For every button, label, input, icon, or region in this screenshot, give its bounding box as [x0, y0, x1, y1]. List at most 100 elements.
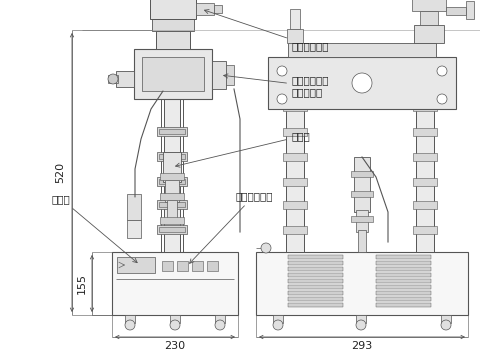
Circle shape: [277, 94, 287, 104]
Bar: [288, 273, 343, 277]
Bar: [159, 154, 185, 159]
Text: 操作スイッチ: 操作スイッチ: [190, 191, 273, 263]
Text: 520: 520: [55, 161, 65, 183]
Bar: [283, 153, 307, 161]
Bar: [160, 173, 184, 180]
Circle shape: [125, 320, 135, 330]
Bar: [196, 3, 214, 15]
Bar: [288, 297, 343, 301]
Bar: [288, 255, 343, 259]
Bar: [164, 94, 180, 252]
Bar: [273, 315, 283, 323]
Bar: [256, 252, 468, 315]
Bar: [356, 315, 366, 323]
Bar: [268, 57, 456, 109]
Bar: [354, 157, 370, 212]
Bar: [283, 201, 307, 209]
Bar: [150, 0, 196, 19]
Bar: [441, 315, 451, 323]
Circle shape: [277, 66, 287, 76]
Bar: [192, 261, 203, 271]
Bar: [376, 285, 431, 289]
Bar: [413, 178, 437, 186]
Bar: [127, 220, 141, 238]
Bar: [212, 61, 226, 89]
Bar: [288, 285, 343, 289]
Bar: [413, 78, 437, 86]
Bar: [159, 227, 185, 232]
Circle shape: [352, 73, 372, 93]
Bar: [283, 78, 307, 86]
Bar: [152, 19, 194, 31]
Bar: [161, 94, 183, 252]
Bar: [466, 1, 474, 19]
Bar: [414, 25, 444, 43]
Bar: [127, 194, 141, 220]
Bar: [159, 129, 185, 134]
Bar: [376, 255, 431, 259]
Bar: [288, 267, 343, 271]
Text: 155: 155: [77, 274, 87, 295]
Bar: [416, 57, 434, 252]
Circle shape: [108, 74, 118, 84]
Circle shape: [170, 320, 180, 330]
Bar: [288, 279, 343, 283]
Circle shape: [215, 320, 225, 330]
Bar: [165, 180, 179, 202]
Bar: [157, 200, 187, 209]
Bar: [159, 179, 185, 184]
Bar: [156, 31, 190, 49]
Bar: [376, 273, 431, 277]
Bar: [356, 210, 368, 232]
Bar: [376, 291, 431, 295]
Bar: [226, 65, 234, 85]
Text: 表示部: 表示部: [52, 194, 137, 263]
Bar: [207, 261, 218, 271]
Bar: [283, 226, 307, 234]
Bar: [290, 9, 300, 29]
Bar: [167, 200, 177, 222]
Bar: [287, 29, 303, 43]
Circle shape: [273, 320, 283, 330]
Bar: [420, 11, 438, 25]
Bar: [215, 315, 225, 323]
Bar: [413, 128, 437, 136]
Bar: [170, 315, 180, 323]
Bar: [157, 152, 187, 161]
Circle shape: [437, 66, 447, 76]
Circle shape: [356, 320, 366, 330]
Bar: [376, 261, 431, 265]
Bar: [376, 279, 431, 283]
Bar: [288, 303, 343, 307]
Bar: [446, 7, 466, 15]
Bar: [412, 0, 446, 11]
Bar: [358, 230, 366, 252]
Bar: [162, 261, 173, 271]
Bar: [159, 202, 185, 207]
Bar: [413, 226, 437, 234]
Bar: [112, 252, 238, 315]
Circle shape: [441, 320, 451, 330]
Bar: [288, 43, 436, 57]
Bar: [157, 177, 187, 186]
Bar: [351, 171, 373, 177]
Bar: [283, 178, 307, 186]
Bar: [288, 261, 343, 265]
Text: センサ: センサ: [176, 131, 311, 167]
Text: エアダンパ: エアダンパ: [0, 353, 1, 354]
Bar: [160, 217, 184, 224]
Bar: [125, 315, 135, 323]
Text: 上下ハンドル: 上下ハンドル: [204, 10, 329, 51]
Text: 293: 293: [351, 341, 372, 351]
Bar: [116, 71, 134, 87]
Bar: [351, 191, 373, 197]
Bar: [413, 153, 437, 161]
Bar: [142, 57, 204, 91]
Bar: [177, 261, 188, 271]
Bar: [283, 103, 307, 111]
Text: フレキシブル
ジョイント: フレキシブル ジョイント: [224, 74, 329, 97]
Bar: [163, 152, 181, 182]
Bar: [351, 216, 373, 222]
Bar: [413, 201, 437, 209]
Bar: [157, 127, 187, 136]
